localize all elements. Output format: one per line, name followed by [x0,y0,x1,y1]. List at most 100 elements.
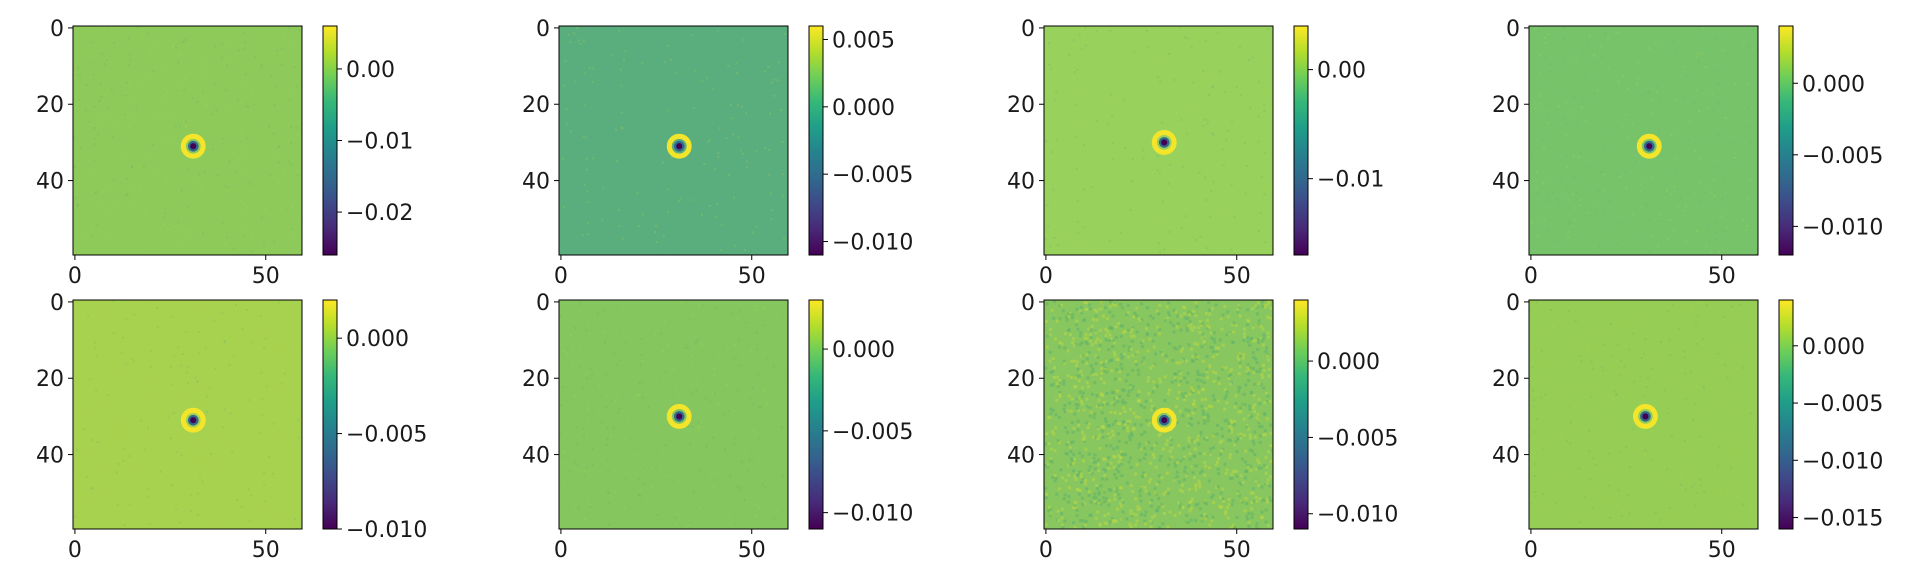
noise-pixel [1530,152,1533,155]
noise-pixel [574,326,577,329]
noise-pixel [1724,99,1727,102]
noise-pixel [764,70,767,73]
noise-pixel [1259,434,1263,438]
noise-pixel [1668,507,1671,510]
noise-pixel [1588,435,1591,438]
noise-pixel [1239,436,1243,440]
noise-pixel [1151,452,1155,456]
noise-pixel [1624,113,1627,116]
noise-pixel [1188,457,1192,461]
noise-pixel [203,309,206,312]
noise-pixel [218,434,221,437]
noise-pixel [1201,409,1205,413]
noise-pixel [259,314,262,317]
noise-pixel [1232,36,1235,39]
noise-pixel [1044,97,1047,100]
noise-pixel [1695,342,1698,345]
noise-pixel [1749,412,1752,415]
noise-pixel [1195,43,1198,46]
noise-pixel [172,412,175,415]
noise-pixel [107,417,110,420]
noise-pixel [1227,374,1231,378]
noise-pixel [745,112,748,115]
noise-pixel [624,436,627,439]
noise-pixel [1259,324,1263,328]
noise-pixel [1631,123,1634,126]
noise-pixel [204,102,207,105]
noise-pixel [1242,338,1246,342]
noise-pixel [585,168,588,171]
noise-pixel [149,365,152,368]
noise-pixel [1675,167,1678,170]
noise-pixel [669,58,672,61]
noise-pixel [1133,523,1137,527]
noise-pixel [1056,137,1059,140]
noise-pixel [1226,310,1230,314]
noise-pixel [165,90,168,93]
noise-pixel [1615,392,1618,395]
noise-pixel [1181,234,1184,237]
noise-pixel [1149,408,1153,412]
noise-pixel [697,421,700,424]
noise-pixel [1235,474,1239,478]
noise-pixel [1174,464,1178,468]
noise-pixel [1651,430,1654,433]
noise-pixel [642,417,645,420]
noise-pixel [1219,505,1223,509]
noise-pixel [653,190,656,193]
noise-pixel [1152,345,1156,349]
noise-pixel [1563,70,1566,73]
noise-pixel [1046,465,1050,469]
noise-pixel [1121,401,1125,405]
noise-pixel [1089,339,1093,343]
noise-pixel [562,350,565,353]
noise-pixel [1714,231,1717,234]
noise-pixel [118,419,121,422]
x-tick-label: 0 [1039,264,1053,289]
noise-pixel [1575,57,1578,60]
noise-pixel [129,503,132,506]
noise-pixel [298,430,301,433]
noise-pixel [1714,222,1717,225]
noise-pixel [563,451,566,454]
noise-pixel [231,199,234,202]
noise-pixel [602,119,605,122]
noise-pixel [1108,239,1111,242]
noise-pixel [625,478,628,481]
noise-pixel [95,354,98,357]
noise-pixel [1212,370,1216,374]
noise-pixel [583,475,586,478]
noise-pixel [1159,251,1162,254]
noise-pixel [732,357,735,360]
noise-pixel [754,471,757,474]
noise-pixel [1183,398,1187,402]
noise-pixel [1045,432,1049,436]
noise-pixel [243,376,246,379]
noise-pixel [1670,481,1673,484]
noise-pixel [1228,438,1232,442]
noise-pixel [1133,423,1137,427]
noise-pixel [1237,358,1241,362]
noise-pixel [1063,332,1067,336]
noise-pixel [1684,205,1687,208]
noise-pixel [1159,80,1162,83]
noise-pixel [1244,476,1248,480]
noise-pixel [563,248,566,251]
noise-pixel [1108,310,1112,314]
noise-pixel [290,125,293,128]
noise-pixel [1194,353,1198,357]
noise-pixel [1534,74,1537,77]
noise-pixel [1742,503,1745,506]
noise-pixel [1702,385,1705,388]
noise-pixel [1255,499,1259,503]
noise-pixel [1083,188,1086,191]
noise-pixel [1246,517,1250,521]
noise-pixel [606,427,609,430]
noise-pixel [587,420,590,423]
noise-pixel [187,382,190,385]
noise-pixel [171,484,174,487]
noise-pixel [1223,462,1227,466]
noise-pixel [1716,101,1719,104]
noise-pixel [586,372,589,375]
noise-pixel [676,108,679,111]
